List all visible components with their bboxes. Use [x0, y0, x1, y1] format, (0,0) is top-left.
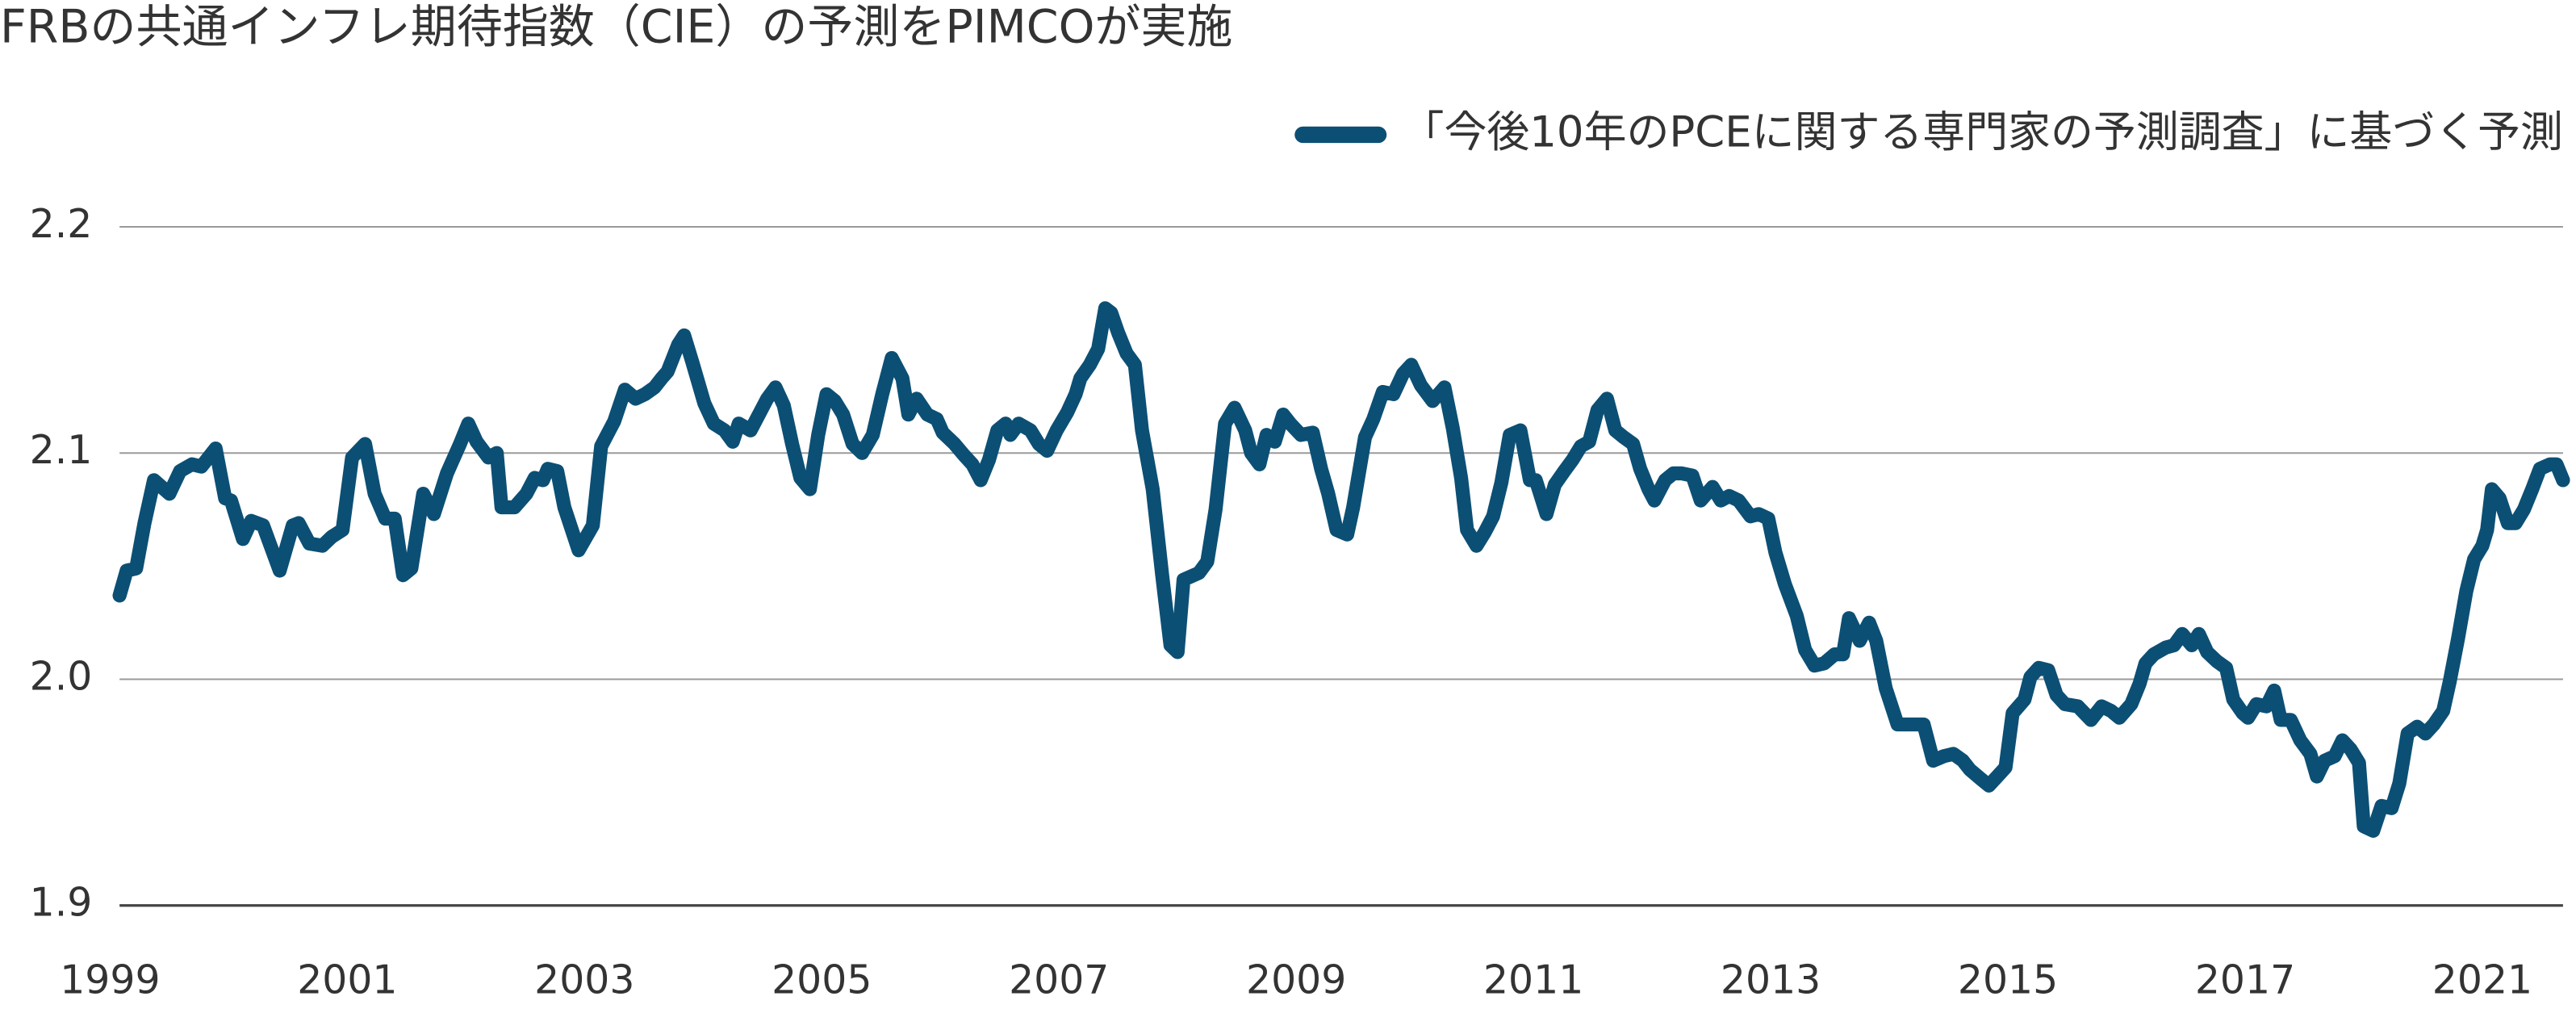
legend-label: 「今後10年のPCEに関する専門家の予測調査」に基づく予測: [1402, 108, 2563, 157]
x-tick-label: 2015: [1958, 957, 2058, 1003]
y-tick-label: 1.9: [30, 880, 93, 926]
x-tick-label: 2001: [297, 957, 397, 1003]
x-tick-label: 2013: [1721, 957, 1821, 1003]
x-tick-label: 2007: [1009, 957, 1109, 1003]
y-tick-label: 2.2: [30, 201, 93, 247]
y-tick-label: 2.0: [30, 653, 93, 699]
chart-title: FRBの共通インフレ期待指数（CIE）の予測をPIMCOが実施: [0, 0, 1232, 53]
x-tick-label: 2017: [2195, 957, 2295, 1003]
x-tick-label: 2005: [772, 957, 872, 1003]
series-line: [112, 301, 2570, 838]
x-tick-label: 2003: [534, 957, 634, 1003]
y-tick-label: 2.1: [30, 427, 93, 473]
x-tick-label: 2021: [2432, 957, 2532, 1003]
x-tick-label: 2009: [1246, 957, 1346, 1003]
x-tick-label: 2011: [1483, 957, 1583, 1003]
x-tick-label: 1999: [60, 957, 160, 1003]
